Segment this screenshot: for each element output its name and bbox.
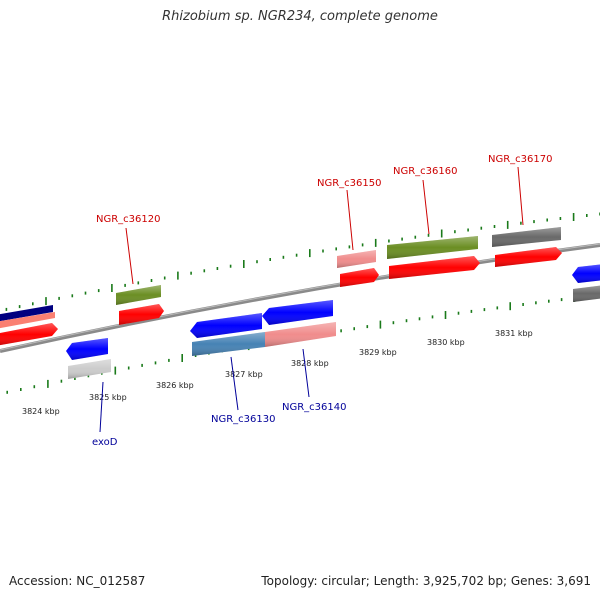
scale-label: 3826 kbp — [156, 381, 194, 390]
gene-NGR_c36150[interactable] — [337, 250, 379, 287]
gene-label-NGR_c36150[interactable]: NGR_c36150 — [317, 178, 382, 189]
tick-track-upper — [5, 212, 600, 311]
topology-text: Topology: circular; Length: 3,925,702 bp… — [261, 574, 591, 588]
gene-far-left-upper[interactable] — [0, 305, 58, 346]
scale-label: 3831 kbp — [495, 329, 533, 338]
gene-NGR_c36160[interactable] — [387, 236, 480, 279]
scale-label: 3830 kbp — [427, 338, 465, 347]
scale-labels: 3824 kbp 3825 kbp 3826 kbp 3827 kbp 3828… — [22, 329, 533, 416]
gene-label-NGR_c36140[interactable]: NGR_c36140 — [282, 402, 347, 413]
scale-label: 3829 kbp — [359, 348, 397, 357]
gene-far-right-lower[interactable] — [572, 264, 600, 302]
scale-label: 3824 kbp — [22, 407, 60, 416]
gene-exoD[interactable] — [66, 338, 111, 379]
gene-label-NGR_c36170[interactable]: NGR_c36170 — [488, 154, 553, 165]
gene-NGR_c36120[interactable] — [116, 285, 164, 325]
scale-label: 3827 kbp — [225, 370, 263, 379]
gene-NGR_c36130[interactable] — [190, 313, 265, 356]
scale-label: 3828 kbp — [291, 359, 329, 368]
gene-NGR_c36170[interactable] — [492, 227, 562, 267]
gene-label-NGR_c36160[interactable]: NGR_c36160 — [393, 166, 458, 177]
gene-NGR_c36140[interactable] — [262, 300, 336, 347]
accession-text: Accession: NC_012587 — [9, 574, 146, 588]
scale-label: 3825 kbp — [89, 393, 127, 402]
gene-labels: NGR_c36120 NGR_c36150 NGR_c36160 NGR_c36… — [92, 154, 553, 448]
gene-label-NGR_c36130[interactable]: NGR_c36130 — [211, 414, 276, 425]
gene-label-NGR_c36120[interactable]: NGR_c36120 — [96, 214, 161, 225]
leader-lines — [99, 166, 524, 433]
genome-title: Rhizobium sp. NGR234, complete genome — [162, 9, 438, 24]
gene-label-exoD[interactable]: exoD — [92, 437, 118, 448]
